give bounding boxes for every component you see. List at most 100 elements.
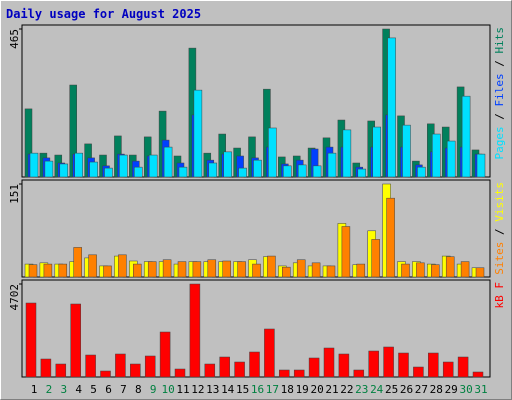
bar bbox=[115, 353, 126, 378]
x-tick-label: 11 bbox=[176, 383, 189, 396]
bar bbox=[282, 266, 291, 278]
bar bbox=[159, 331, 171, 378]
bar bbox=[58, 263, 68, 278]
bar bbox=[204, 363, 216, 378]
x-tick-label: 20 bbox=[310, 383, 323, 396]
legend-separator: / bbox=[493, 222, 506, 242]
bar bbox=[460, 261, 470, 278]
y-tick-label: 151 bbox=[8, 184, 21, 204]
legend-entry: Sites bbox=[493, 242, 506, 275]
bar bbox=[85, 354, 96, 378]
bar bbox=[222, 260, 231, 278]
bar bbox=[147, 261, 157, 278]
bar bbox=[472, 371, 484, 378]
bar bbox=[356, 263, 366, 278]
bar bbox=[446, 140, 456, 178]
x-tick-label: 10 bbox=[161, 383, 174, 396]
bar bbox=[234, 361, 245, 378]
bar bbox=[70, 303, 81, 378]
bar bbox=[312, 165, 322, 178]
legend-separator: / bbox=[493, 54, 506, 74]
x-tick-label: 30 bbox=[459, 383, 472, 396]
x-tick-label: 26 bbox=[400, 383, 413, 396]
legend-entry: Pages bbox=[493, 126, 506, 159]
x-tick-label: 14 bbox=[221, 383, 235, 396]
legend-separator: / bbox=[493, 107, 506, 127]
bar bbox=[29, 152, 39, 178]
bar bbox=[445, 256, 455, 278]
bar bbox=[148, 154, 158, 178]
bar bbox=[357, 168, 367, 178]
chart-title: Daily usage for August 2025 bbox=[6, 7, 201, 21]
bar bbox=[40, 358, 52, 378]
x-tick-label: 16 bbox=[251, 383, 264, 396]
panel bbox=[21, 24, 491, 178]
x-tick-label: 25 bbox=[385, 383, 398, 396]
bar bbox=[475, 267, 485, 278]
bar bbox=[89, 161, 98, 178]
bar bbox=[457, 356, 469, 378]
bar bbox=[461, 95, 471, 178]
bar bbox=[371, 239, 380, 278]
bar bbox=[178, 166, 188, 178]
bar bbox=[267, 255, 276, 278]
legend: kB F bbox=[493, 282, 506, 309]
bar bbox=[162, 259, 172, 278]
x-tick-label: 1 bbox=[31, 383, 38, 396]
x-tick-label: 21 bbox=[325, 383, 338, 396]
x-tick-label: 24 bbox=[370, 383, 384, 396]
legend-entry: kB F bbox=[493, 282, 506, 309]
bar bbox=[342, 129, 352, 178]
bar bbox=[268, 127, 277, 178]
x-tick-label: 29 bbox=[445, 383, 458, 396]
y-tick-label: 465 bbox=[8, 29, 21, 49]
bar bbox=[43, 263, 53, 278]
bar bbox=[208, 162, 218, 178]
y-tick-label: 4702 bbox=[8, 284, 21, 311]
bar bbox=[104, 167, 113, 178]
x-tick-label: 8 bbox=[135, 383, 142, 396]
bar bbox=[353, 369, 365, 378]
bar bbox=[252, 263, 261, 278]
bar bbox=[442, 361, 454, 378]
bar bbox=[133, 263, 142, 278]
bar bbox=[264, 328, 275, 378]
bar bbox=[386, 197, 395, 278]
x-tick-label: 6 bbox=[105, 383, 112, 396]
x-tick-label: 13 bbox=[206, 383, 219, 396]
bar bbox=[416, 262, 425, 278]
bar bbox=[372, 126, 381, 178]
bar bbox=[368, 350, 379, 378]
bar bbox=[417, 166, 426, 178]
x-tick-label: 28 bbox=[430, 383, 443, 396]
bar bbox=[73, 247, 82, 278]
x-tick-label: 2 bbox=[46, 383, 53, 396]
bar bbox=[193, 89, 203, 178]
bar bbox=[88, 254, 97, 278]
legend-entry: Files bbox=[493, 73, 506, 106]
bar bbox=[476, 153, 486, 178]
legend-entry: Hits bbox=[493, 27, 506, 54]
bar bbox=[219, 356, 230, 378]
bar bbox=[398, 352, 409, 378]
bar bbox=[296, 259, 306, 278]
bar bbox=[387, 37, 396, 178]
x-tick-label: 4 bbox=[75, 383, 82, 396]
bar bbox=[174, 368, 186, 378]
bar bbox=[207, 259, 217, 278]
bar bbox=[192, 261, 202, 278]
bar bbox=[283, 165, 292, 178]
bar bbox=[103, 265, 112, 278]
bar bbox=[118, 254, 127, 278]
bar bbox=[402, 124, 411, 178]
bar bbox=[25, 302, 37, 378]
x-tick-label: 7 bbox=[120, 383, 127, 396]
legend: Sites / Visits bbox=[493, 182, 506, 275]
bar bbox=[297, 164, 307, 178]
bar bbox=[383, 346, 394, 378]
bar bbox=[293, 369, 305, 378]
bar bbox=[311, 262, 321, 278]
bar bbox=[237, 261, 246, 278]
legend-entry: Visits bbox=[493, 182, 506, 222]
